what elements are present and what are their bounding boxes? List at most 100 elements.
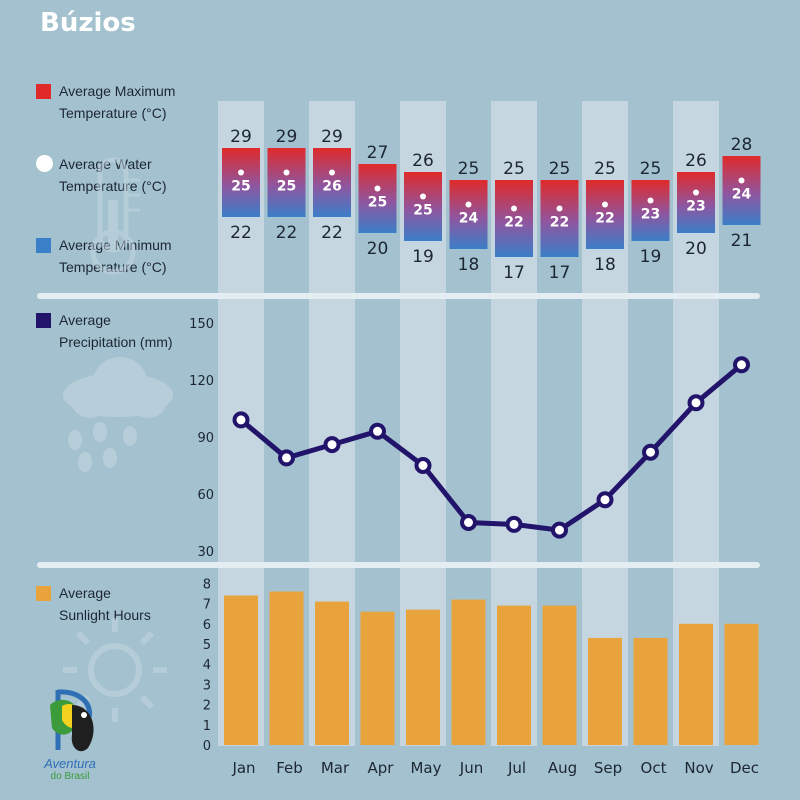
max-temp-label: 25 — [458, 159, 480, 179]
orange-square-icon — [36, 586, 51, 601]
min-temp-label: 18 — [458, 255, 480, 275]
precip-tick-label: 60 — [197, 488, 214, 503]
temp-range-bar — [267, 148, 306, 217]
temp-range-bar — [222, 148, 260, 217]
water-temp-dot — [693, 189, 699, 196]
max-temp-label: 25 — [549, 159, 571, 179]
water-temp-label: 25 — [413, 203, 432, 219]
precip-tick-label: 90 — [197, 431, 214, 446]
navy-square-icon — [36, 313, 51, 328]
water-temp-label: 24 — [732, 187, 752, 203]
brand-subtitle: do Brasil — [50, 771, 90, 782]
thermometer-icon — [90, 157, 140, 275]
temp-range-bar — [722, 156, 761, 225]
temp-range-bar — [449, 180, 488, 249]
month-label: Nov — [684, 759, 713, 777]
water-temp-dot — [556, 205, 563, 212]
month-label: Jan — [231, 759, 255, 777]
temp-range-bar — [358, 164, 397, 233]
sunlight-tick-label: 2 — [203, 699, 211, 714]
precipitation-point — [460, 514, 477, 531]
month-label: Dec — [730, 759, 759, 777]
sunlight-bar — [679, 623, 713, 745]
sunlight-tick-label: 7 — [203, 598, 211, 613]
sunlight-bar — [542, 605, 577, 745]
max-temp-label: 26 — [412, 151, 434, 171]
max-temp-label: 29 — [230, 127, 252, 147]
water-temp-dot — [511, 205, 517, 212]
sunlight-bar — [724, 623, 759, 745]
max-temp-label: 29 — [276, 127, 298, 147]
water-temp-dot — [283, 169, 290, 176]
month-label: Jun — [459, 759, 483, 777]
min-temp-label: 17 — [503, 263, 525, 283]
max-temp-label: 26 — [685, 151, 707, 171]
month-label: Apr — [368, 759, 395, 777]
white-dot-icon — [36, 155, 53, 172]
sunlight-bar — [315, 601, 349, 745]
precipitation-point — [323, 436, 341, 454]
precipitation-point — [642, 443, 659, 461]
water-temp-dot — [374, 185, 381, 192]
min-temp-label: 21 — [731, 231, 753, 251]
temp-range-bar — [313, 148, 351, 217]
max-temp-label: 28 — [731, 135, 753, 155]
precipitation-point — [414, 457, 432, 474]
precipitation-point — [687, 394, 705, 412]
water-temp-label: 25 — [277, 179, 296, 195]
rain-cloud-icon — [63, 357, 173, 472]
sunlight-tick-label: 3 — [203, 678, 211, 693]
sunlight-tick-label: 1 — [203, 719, 211, 734]
aventura-do-brasil-logo — [50, 689, 94, 752]
max-temp-label: 25 — [503, 159, 525, 179]
month-label: Feb — [276, 759, 303, 777]
sunlight-tick-label: 6 — [203, 618, 211, 633]
max-temp-label: 25 — [594, 159, 616, 179]
sunlight-bar — [269, 591, 304, 745]
min-temp-label: 18 — [594, 255, 616, 275]
water-temp-label: 25 — [231, 179, 250, 195]
temp-range-bar — [495, 180, 533, 257]
precipitation-point — [551, 521, 568, 539]
legend-max-temp-label: Average Maximum Temperature (°C) — [59, 83, 176, 121]
min-temp-label: 20 — [367, 239, 389, 259]
precipitation-point — [278, 449, 295, 467]
water-temp-label: 22 — [504, 215, 523, 231]
max-temp-label: 25 — [640, 159, 662, 179]
min-temp-label: 19 — [412, 247, 434, 267]
water-temp-dot — [329, 169, 335, 176]
min-temp-label: 22 — [276, 223, 298, 243]
water-temp-label: 22 — [595, 211, 614, 227]
temp-range-bar — [586, 180, 624, 249]
water-temp-dot — [420, 193, 426, 200]
water-temp-dot — [647, 197, 654, 204]
month-label: Oct — [641, 759, 667, 777]
month-label: Mar — [321, 759, 350, 777]
max-temp-label: 29 — [321, 127, 343, 147]
temp-range-bar — [677, 172, 715, 233]
min-temp-label: 22 — [321, 223, 343, 243]
water-temp-label: 26 — [322, 179, 341, 195]
precipitation-point — [369, 422, 386, 440]
min-temp-label: 17 — [549, 263, 571, 283]
min-temp-label: 22 — [230, 223, 252, 243]
legend-precipitation-label: Average Precipitation (mm) — [59, 312, 173, 350]
temp-range-bar — [404, 172, 442, 241]
precip-tick-label: 120 — [189, 374, 214, 389]
month-label: Sep — [594, 759, 622, 777]
min-temp-label: 19 — [640, 247, 662, 267]
precipitation-point — [232, 411, 250, 429]
water-temp-label: 25 — [368, 195, 387, 211]
month-label: May — [410, 759, 441, 777]
water-temp-dot — [602, 201, 608, 208]
brand-name: Aventura — [44, 756, 96, 771]
water-temp-label: 22 — [550, 215, 569, 231]
legend-sunlight-label: Average Sunlight Hours — [59, 585, 151, 623]
red-square-icon — [36, 84, 51, 99]
temp-range-bar — [631, 180, 670, 241]
water-temp-dot — [465, 201, 472, 208]
sunlight-bar — [588, 637, 622, 745]
chart-title: Búzios — [40, 8, 136, 38]
sunlight-tick-label: 8 — [203, 577, 211, 592]
